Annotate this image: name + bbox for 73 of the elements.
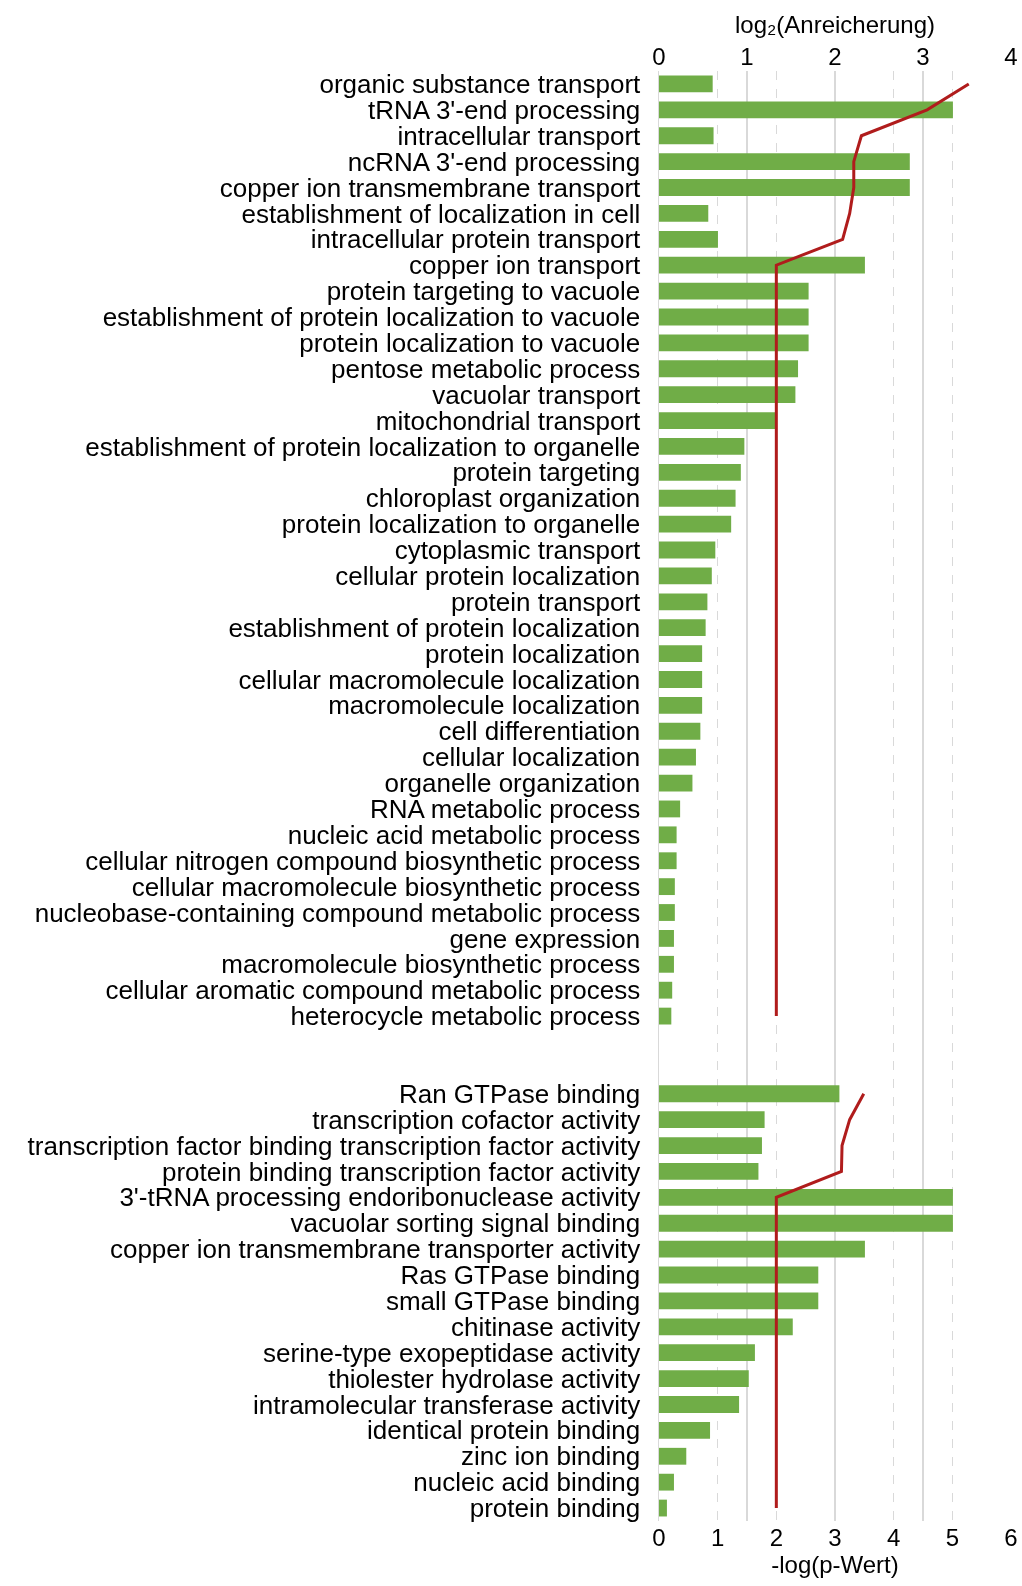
x2-tick-label: 3 (828, 1524, 842, 1551)
bar (659, 981, 673, 999)
bar (659, 127, 714, 145)
bar (659, 463, 741, 481)
x-tick-label: 2 (828, 43, 842, 71)
bar (659, 75, 713, 93)
bar (659, 826, 677, 844)
bar (659, 1318, 793, 1336)
x2-tick-label: 1 (710, 1524, 725, 1551)
bar (659, 619, 706, 637)
x-tick-label: 1 (740, 43, 754, 71)
bar (659, 1007, 672, 1025)
bar (659, 1396, 740, 1413)
bar (659, 360, 799, 378)
bar (659, 1447, 687, 1465)
y-tick-label: Ran GTPase binding (398, 1078, 641, 1109)
bar (659, 852, 677, 870)
bar (659, 1240, 865, 1258)
x2-tick-label: 5 (945, 1524, 960, 1551)
bar (659, 1214, 953, 1232)
bar (659, 774, 693, 792)
bar (659, 696, 703, 714)
bar (659, 748, 696, 766)
x2-tick-label: 4 (886, 1524, 901, 1551)
bar (659, 1188, 953, 1206)
x-tick-label: 0 (652, 43, 666, 71)
bar (659, 800, 681, 818)
bar (659, 1344, 755, 1362)
bar (659, 282, 809, 300)
bar (659, 1292, 819, 1310)
bar (659, 1137, 762, 1154)
bar (659, 593, 708, 611)
bar (659, 904, 675, 921)
bar (659, 515, 732, 533)
bar (659, 1370, 749, 1387)
bar (659, 955, 674, 973)
bar (659, 1421, 711, 1439)
bar (659, 308, 809, 326)
y-tick-label: intracellular protein transport (310, 224, 642, 255)
bar (659, 334, 809, 352)
y-tick-label: protein transport (450, 586, 642, 617)
x2-tick-label: 2 (769, 1524, 784, 1551)
x-tick-label: 4 (1004, 43, 1018, 71)
bar (659, 1266, 819, 1284)
bar (659, 878, 675, 896)
bar (659, 489, 736, 507)
x-tick-label: 3 (916, 43, 930, 71)
bar (659, 1085, 840, 1103)
y-tick-label: pentose metabolic process (331, 353, 641, 384)
bar (659, 230, 718, 248)
bar (659, 412, 776, 429)
bar (659, 386, 796, 404)
bar (659, 1499, 667, 1517)
bar (659, 541, 716, 559)
bar (659, 438, 745, 455)
bar (659, 1111, 765, 1129)
x2-axis-title: -log(p-Wert) (771, 1551, 899, 1578)
x2-tick-label: 6 (1004, 1524, 1018, 1551)
bar (659, 671, 703, 688)
bar (659, 1163, 759, 1180)
bar (659, 722, 701, 740)
x-axis-title: log₂(Anreicherung) (734, 11, 936, 39)
bar (659, 645, 703, 662)
x2-tick-label: 0 (652, 1524, 666, 1551)
bar (659, 930, 674, 947)
bar (659, 256, 865, 274)
bar (659, 1473, 674, 1491)
bar (659, 205, 709, 222)
bar (659, 567, 712, 585)
y-tick-label: organic substance transport (319, 69, 642, 100)
bar (659, 179, 910, 196)
bar (659, 101, 953, 119)
bar (659, 153, 910, 171)
